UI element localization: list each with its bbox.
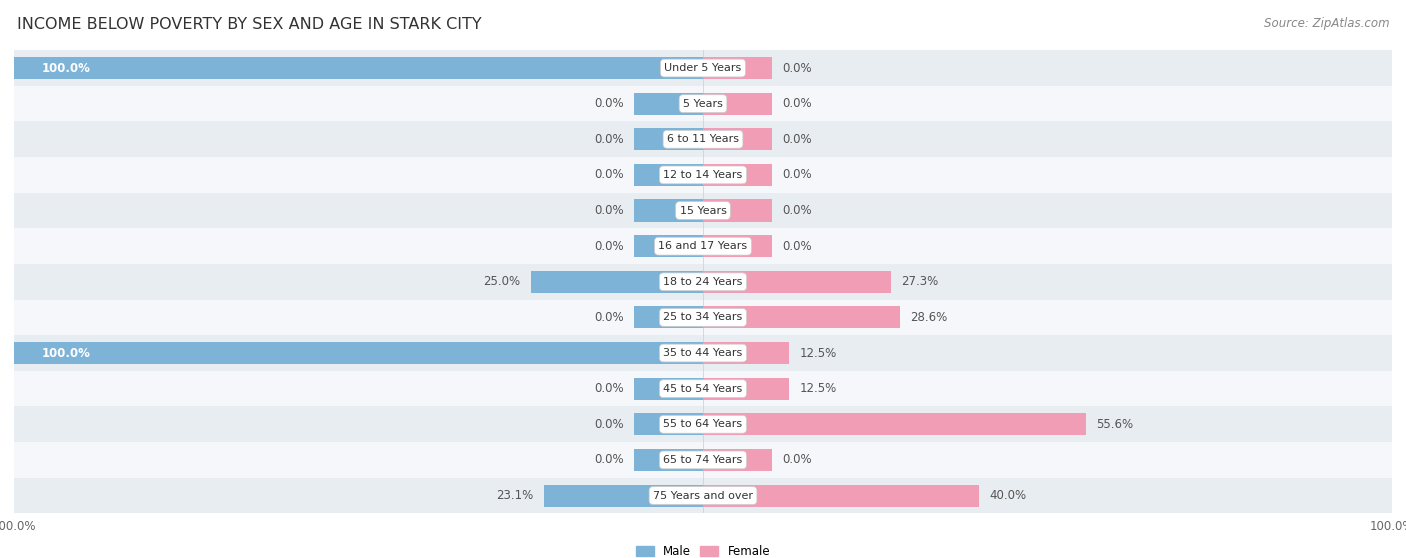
Text: Under 5 Years: Under 5 Years — [665, 63, 741, 73]
Bar — [703, 306, 900, 329]
Text: 25.0%: 25.0% — [484, 275, 520, 288]
Bar — [634, 128, 703, 150]
Text: 27.3%: 27.3% — [901, 275, 939, 288]
Bar — [531, 271, 703, 293]
Text: 55 to 64 Years: 55 to 64 Years — [664, 419, 742, 429]
Text: 0.0%: 0.0% — [595, 311, 624, 324]
Bar — [14, 478, 1392, 513]
Bar — [634, 449, 703, 471]
Bar — [703, 378, 789, 400]
Text: 0.0%: 0.0% — [782, 133, 811, 146]
Bar — [634, 413, 703, 435]
Bar — [634, 200, 703, 222]
Text: 0.0%: 0.0% — [595, 418, 624, 431]
Text: 65 to 74 Years: 65 to 74 Years — [664, 455, 742, 465]
Bar — [14, 342, 703, 364]
Bar — [14, 264, 1392, 300]
Text: 15 Years: 15 Years — [679, 205, 727, 215]
Bar — [14, 406, 1392, 442]
Bar — [703, 164, 772, 186]
Text: 55.6%: 55.6% — [1097, 418, 1133, 431]
Text: Source: ZipAtlas.com: Source: ZipAtlas.com — [1264, 17, 1389, 30]
Bar — [14, 86, 1392, 122]
Bar — [14, 57, 703, 79]
Bar — [703, 235, 772, 257]
Bar — [544, 484, 703, 507]
Bar — [634, 164, 703, 186]
Bar — [14, 193, 1392, 228]
Text: 28.6%: 28.6% — [910, 311, 948, 324]
Legend: Male, Female: Male, Female — [631, 541, 775, 558]
Text: 5 Years: 5 Years — [683, 99, 723, 109]
Bar — [14, 122, 1392, 157]
Text: 0.0%: 0.0% — [595, 97, 624, 110]
Text: 45 to 54 Years: 45 to 54 Years — [664, 384, 742, 393]
Bar — [14, 50, 1392, 86]
Bar — [14, 300, 1392, 335]
Text: 100.0%: 100.0% — [42, 61, 90, 75]
Bar — [703, 413, 1085, 435]
Bar — [14, 228, 1392, 264]
Text: 6 to 11 Years: 6 to 11 Years — [666, 134, 740, 145]
Bar — [703, 200, 772, 222]
Text: INCOME BELOW POVERTY BY SEX AND AGE IN STARK CITY: INCOME BELOW POVERTY BY SEX AND AGE IN S… — [17, 17, 481, 32]
Text: 12.5%: 12.5% — [800, 382, 837, 395]
Text: 0.0%: 0.0% — [782, 240, 811, 253]
Text: 0.0%: 0.0% — [782, 61, 811, 75]
Text: 40.0%: 40.0% — [988, 489, 1026, 502]
Text: 0.0%: 0.0% — [595, 204, 624, 217]
Text: 0.0%: 0.0% — [782, 204, 811, 217]
Bar — [703, 271, 891, 293]
Text: 18 to 24 Years: 18 to 24 Years — [664, 277, 742, 287]
Bar — [703, 128, 772, 150]
Text: 0.0%: 0.0% — [782, 169, 811, 181]
Text: 0.0%: 0.0% — [782, 454, 811, 466]
Text: 12.5%: 12.5% — [800, 347, 837, 359]
Bar — [14, 157, 1392, 193]
Bar — [634, 235, 703, 257]
Bar — [14, 371, 1392, 406]
Text: 100.0%: 100.0% — [42, 347, 90, 359]
Text: 0.0%: 0.0% — [595, 133, 624, 146]
Text: 16 and 17 Years: 16 and 17 Years — [658, 241, 748, 251]
Bar — [634, 378, 703, 400]
Text: 35 to 44 Years: 35 to 44 Years — [664, 348, 742, 358]
Bar — [703, 342, 789, 364]
Bar — [634, 93, 703, 115]
Text: 23.1%: 23.1% — [496, 489, 533, 502]
Text: 0.0%: 0.0% — [595, 169, 624, 181]
Bar — [703, 484, 979, 507]
Text: 0.0%: 0.0% — [782, 97, 811, 110]
Text: 0.0%: 0.0% — [595, 454, 624, 466]
Bar — [634, 306, 703, 329]
Bar — [703, 93, 772, 115]
Text: 25 to 34 Years: 25 to 34 Years — [664, 312, 742, 323]
Bar — [703, 57, 772, 79]
Bar — [14, 335, 1392, 371]
Text: 0.0%: 0.0% — [595, 382, 624, 395]
Text: 12 to 14 Years: 12 to 14 Years — [664, 170, 742, 180]
Text: 0.0%: 0.0% — [595, 240, 624, 253]
Text: 75 Years and over: 75 Years and over — [652, 490, 754, 501]
Bar — [703, 449, 772, 471]
Bar — [14, 442, 1392, 478]
